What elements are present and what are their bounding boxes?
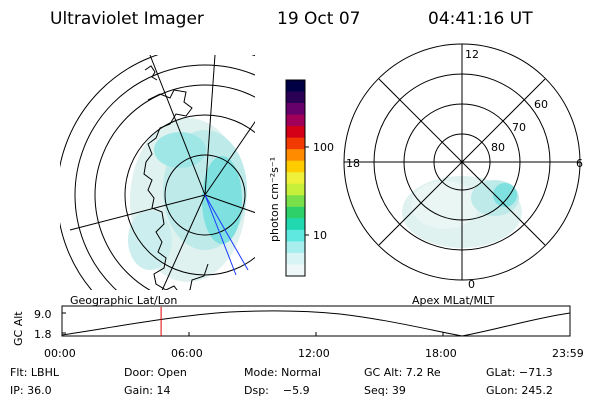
colorbar-cell bbox=[286, 137, 305, 150]
orbit-xtick-label: 18:00 bbox=[425, 347, 457, 360]
apex-mlt-axis bbox=[378, 78, 546, 246]
look-direction-line bbox=[204, 194, 237, 276]
mlt-label-12: 12 bbox=[465, 48, 479, 61]
mlat-label-80: 80 bbox=[491, 141, 505, 154]
gc-altitude: GC Alt: 7.2 Re bbox=[364, 366, 441, 379]
colorbar-cell bbox=[286, 252, 305, 265]
orbit-xtick-label: 23:59 bbox=[552, 347, 584, 360]
observation-date: 19 Oct 07 bbox=[277, 9, 360, 29]
colorbar-cell bbox=[286, 149, 305, 162]
geo-map-label: Geographic Lat/Lon bbox=[70, 294, 177, 307]
sequence-number: Seq: 39 bbox=[364, 384, 406, 397]
look-direction-line bbox=[204, 194, 249, 271]
geo-latitude: GLat: −71.3 bbox=[486, 366, 553, 379]
geographic-map bbox=[60, 55, 255, 290]
info-panel: Flt: LBHL Door: Open Mode: Normal GC Alt… bbox=[10, 366, 553, 397]
dsp-value: Dsp: −5.9 bbox=[244, 384, 310, 397]
colorbar-cell bbox=[286, 195, 305, 208]
filter-value: Flt: LBHL bbox=[10, 366, 60, 379]
colorbar: 100 10 photon cm⁻²s⁻¹ bbox=[268, 79, 334, 277]
geo-latitude-grid bbox=[60, 55, 255, 290]
colorbar-scale bbox=[286, 80, 305, 277]
geo-longitude: GLon: 245.2 bbox=[486, 384, 553, 397]
geo-aurora-emission bbox=[128, 118, 247, 282]
colorbar-cell bbox=[286, 172, 305, 185]
orbit-plot: 9.0 1.8 GC Alt 00:00 06:00 12:00 18:00 2… bbox=[12, 305, 584, 360]
colorbar-frame bbox=[285, 79, 306, 277]
orbit-xtick-label: 12:00 bbox=[298, 347, 330, 360]
mode-value: Mode: Normal bbox=[244, 366, 321, 379]
mlt-label-0: 0 bbox=[468, 278, 475, 291]
colorbar-cell bbox=[286, 80, 305, 93]
ip-value: IP: 36.0 bbox=[10, 384, 52, 397]
orbit-ytick-label: 9.0 bbox=[34, 308, 52, 321]
geo-coastline bbox=[143, 65, 209, 290]
colorbar-cell bbox=[286, 206, 305, 219]
colorbar-cell bbox=[286, 103, 305, 116]
door-status: Door: Open bbox=[124, 366, 187, 379]
mlt-label-6: 6 bbox=[576, 157, 583, 170]
colorbar-cell bbox=[286, 160, 305, 173]
colorbar-cell bbox=[286, 264, 305, 277]
apex-map: 12 18 6 0 60 70 80 bbox=[343, 43, 583, 291]
colorbar-tick-label: 100 bbox=[313, 141, 334, 154]
apex-map-label: Apex MLat/MLT bbox=[412, 294, 495, 307]
colorbar-cell bbox=[286, 91, 305, 104]
mlt-label-18: 18 bbox=[346, 157, 360, 170]
colorbar-cell bbox=[286, 229, 305, 242]
mlat-label-60: 60 bbox=[534, 98, 548, 111]
colorbar-tick-label: 10 bbox=[313, 229, 327, 242]
gain-value: Gain: 14 bbox=[124, 384, 171, 397]
geo-meridian-grid bbox=[69, 55, 255, 290]
colorbar-unit-label: photon cm⁻²s⁻¹ bbox=[268, 157, 281, 242]
orbit-ytick-label: 1.8 bbox=[34, 328, 52, 341]
orbit-altitude-curve bbox=[61, 310, 571, 337]
colorbar-cell bbox=[286, 218, 305, 231]
orbit-plot-frame bbox=[61, 305, 571, 337]
colorbar-cell bbox=[286, 114, 305, 127]
orbit-xtick-label: 06:00 bbox=[171, 347, 203, 360]
orbit-ylabel: GC Alt bbox=[12, 311, 25, 346]
instrument-title: Ultraviolet Imager bbox=[50, 9, 204, 29]
colorbar-cell bbox=[286, 241, 305, 254]
colorbar-cell bbox=[286, 126, 305, 139]
mlat-label-70: 70 bbox=[512, 121, 526, 134]
colorbar-cell bbox=[286, 183, 305, 196]
observation-time: 04:41:16 UT bbox=[428, 9, 533, 29]
orbit-xtick-label: 00:00 bbox=[44, 347, 76, 360]
